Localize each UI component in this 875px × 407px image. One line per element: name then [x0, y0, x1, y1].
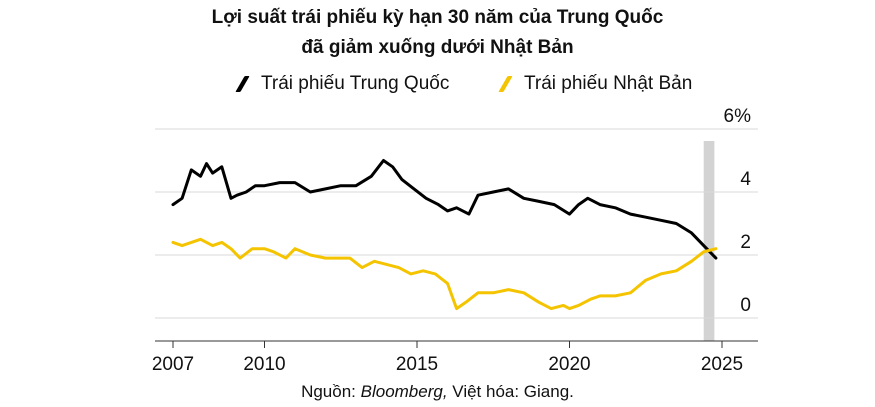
source-prefix: Nguồn:	[301, 382, 361, 401]
legend-label-china: Trái phiếu Trung Quốc	[261, 73, 450, 94]
series-line-japan	[171, 237, 718, 311]
legend-item-china: Trái phiếu Trung Quốc	[235, 70, 450, 98]
x-tick-label-3: 2020	[548, 354, 590, 375]
source-note: Nguồn: Bloomberg, Việt hóa: Giang.	[0, 382, 875, 402]
legend-label-japan: Trái phiếu Nhật Bản	[524, 73, 693, 94]
y-tick-label-1: 2	[740, 232, 751, 253]
chart-title-line2: đã giảm xuống dưới Nhật Bản	[301, 37, 574, 58]
source-suffix: Việt hóa: Giang.	[447, 382, 574, 401]
chart-legend: Trái phiếu Trung Quốc Trái phiếu Nhật Bả…	[0, 70, 875, 98]
legend-item-japan: Trái phiếu Nhật Bản	[498, 70, 693, 98]
source-name: Bloomberg,	[360, 382, 448, 401]
chart-title-line1: Lợi suất trái phiếu kỳ hạn 30 năm của Tr…	[211, 7, 664, 28]
shaded-period-band	[703, 141, 715, 341]
y-tick-label-2: 4	[740, 169, 751, 190]
series-line-china	[171, 159, 718, 260]
x-tick-label-0: 2007	[152, 354, 194, 375]
x-tick-label-4: 2025	[701, 354, 743, 375]
x-tick-label-1: 2010	[243, 354, 285, 375]
x-tick-label-2: 2015	[396, 354, 438, 375]
y-tick-label-0: 0	[740, 295, 751, 316]
y-tick-label-3: 6%	[724, 106, 752, 127]
